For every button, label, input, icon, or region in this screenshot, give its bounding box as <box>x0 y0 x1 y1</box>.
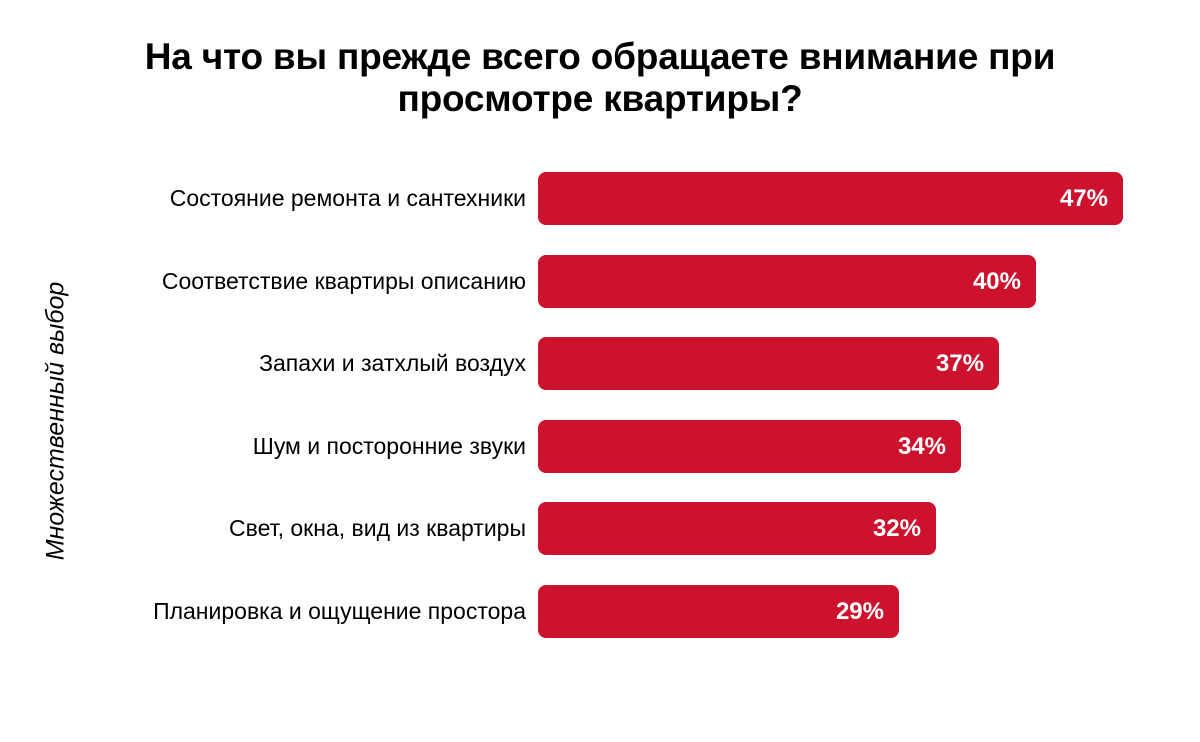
bar-row: Запахи и затхлый воздух 37% <box>0 337 1200 390</box>
bar: 34% <box>538 420 961 473</box>
bar-category-label: Шум и посторонние звуки <box>252 433 526 459</box>
bar-value-label: 29% <box>835 597 884 625</box>
bar: 32% <box>538 502 936 555</box>
bar: 47% <box>538 172 1123 225</box>
bar-value-label: 40% <box>972 267 1021 295</box>
bar: 29% <box>538 585 899 638</box>
bar-category-label: Свет, окна, вид из квартиры <box>229 515 526 541</box>
chart-title-line2: просмотре квартиры? <box>397 78 803 119</box>
bar-category-label: Состояние ремонта и сантехники <box>169 185 526 211</box>
bar-row: Планировка и ощущение простора 29% <box>0 585 1200 638</box>
bar-category-label: Планировка и ощущение простора <box>153 598 526 624</box>
bar-row: Состояние ремонта и сантехники 47% <box>0 172 1200 225</box>
bar-row: Соответствие квартиры описанию 40% <box>0 255 1200 308</box>
chart-title: На что вы прежде всего обращаете внимани… <box>0 36 1200 120</box>
bar-value-label: 37% <box>935 349 984 377</box>
chart-title-line1: На что вы прежде всего обращаете внимани… <box>144 36 1056 77</box>
bar-row: Шум и посторонние звуки 34% <box>0 420 1200 473</box>
bar-value-label: 34% <box>897 432 946 460</box>
bar-value-label: 32% <box>872 514 921 542</box>
bar: 37% <box>538 337 999 390</box>
bar-category-label: Запахи и затхлый воздух <box>259 350 526 376</box>
bar-row: Свет, окна, вид из квартиры 32% <box>0 502 1200 555</box>
bar: 40% <box>538 255 1036 308</box>
bar-value-label: 47% <box>1059 184 1108 212</box>
bar-category-label: Соответствие квартиры описанию <box>161 268 526 294</box>
